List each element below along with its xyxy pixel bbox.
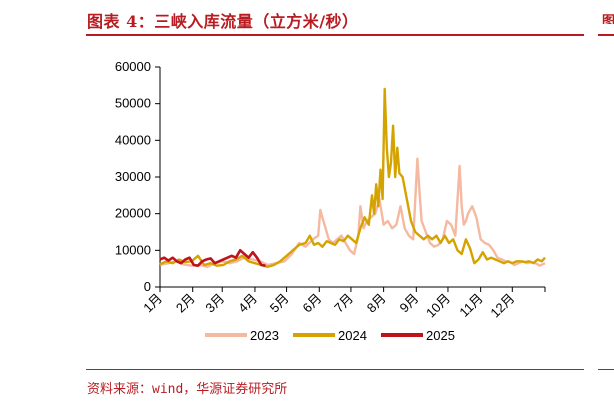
y-tick-label: 60000 bbox=[115, 59, 151, 74]
x-tick-label: 5月 bbox=[267, 291, 292, 316]
series-line-2024 bbox=[159, 87, 546, 268]
x-axis: 1月 2月 3月 4月 5月 6月 7月 8月 9月 10月 11月 12月 bbox=[140, 286, 546, 321]
y-tick-label: 10000 bbox=[115, 242, 151, 257]
y-tick-label: 40000 bbox=[115, 132, 151, 147]
legend-label-2023: 2023 bbox=[250, 328, 279, 343]
x-tick-label: 1月 bbox=[140, 291, 165, 316]
legend-label-2025: 2025 bbox=[426, 328, 455, 343]
x-tick-label: 9月 bbox=[397, 291, 422, 316]
x-tick-label: 7月 bbox=[331, 291, 356, 316]
source-note: 资料来源：wind，华源证券研究所 bbox=[87, 382, 288, 397]
chart-title: 图表 4：三峡入库流量（立方米/秒） bbox=[87, 12, 359, 31]
line-chart: 0 10000 20000 30000 40000 50000 60000 1月 2月 3月 4月… bbox=[115, 59, 546, 343]
adjacent-footer-divider bbox=[598, 369, 614, 370]
series-line-2023 bbox=[159, 157, 546, 268]
y-tick-label: 30000 bbox=[115, 169, 151, 184]
x-tick-label: 4月 bbox=[235, 291, 260, 316]
series-layer bbox=[159, 87, 546, 268]
y-tick-label: 0 bbox=[144, 279, 151, 294]
y-tick-label: 20000 bbox=[115, 206, 151, 221]
adjacent-figure-mark: 图 bbox=[602, 14, 614, 24]
y-axis: 0 10000 20000 30000 40000 50000 60000 bbox=[115, 59, 161, 294]
series-line-2025 bbox=[159, 249, 266, 268]
x-tick-label: 11月 bbox=[456, 291, 485, 320]
x-tick-label: 6月 bbox=[299, 291, 324, 316]
x-tick-label: 10月 bbox=[423, 291, 453, 321]
y-tick-label: 50000 bbox=[115, 96, 151, 111]
footer-divider bbox=[86, 369, 584, 370]
x-tick-label: 3月 bbox=[202, 291, 227, 316]
x-tick-label: 2月 bbox=[173, 291, 198, 316]
adjacent-figure-divider bbox=[598, 34, 614, 36]
legend-label-2024: 2024 bbox=[338, 328, 367, 343]
x-tick-label: 8月 bbox=[364, 291, 389, 316]
legend: 2023 2024 2025 bbox=[205, 328, 455, 343]
title-divider bbox=[86, 34, 584, 36]
x-tick-label: 12月 bbox=[487, 291, 517, 321]
